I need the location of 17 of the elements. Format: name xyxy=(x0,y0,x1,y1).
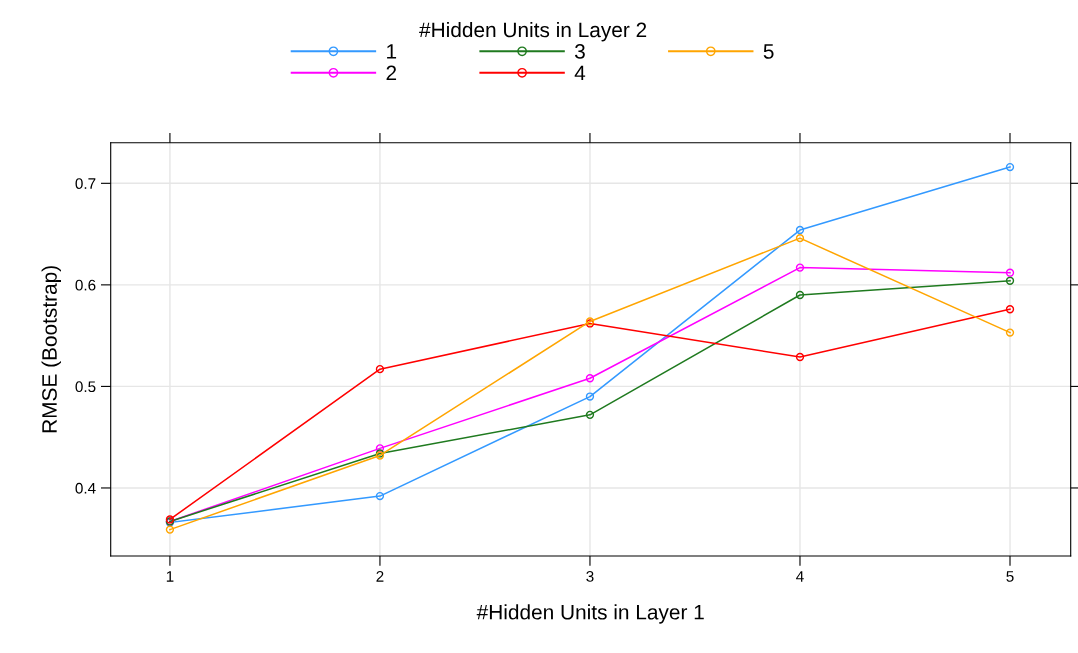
x-tick-label: 1 xyxy=(166,571,174,582)
legend-label: 2 xyxy=(386,65,397,81)
legend-label: 1 xyxy=(387,44,397,59)
y-tick-label: 0.7 xyxy=(75,178,96,190)
y-tick-label: 0.6 xyxy=(75,279,96,291)
x-tick-label: 4 xyxy=(796,571,804,582)
x-tick-label: 3 xyxy=(586,570,594,582)
x-tick-label: 5 xyxy=(1006,571,1014,582)
x-axis-title: #Hidden Units in Layer 1 xyxy=(476,604,704,624)
legend-title: #Hidden Units in Layer 2 xyxy=(419,21,647,42)
x-tick-label: 2 xyxy=(376,570,384,582)
y-tick-label: 0.4 xyxy=(75,482,96,494)
legend-label: 4 xyxy=(574,65,586,81)
y-tick-label: 0.5 xyxy=(75,381,96,393)
legend-label: 5 xyxy=(763,44,774,59)
legend-label: 3 xyxy=(574,44,585,59)
y-axis-title: RMSE (Bootstrap) xyxy=(41,266,61,433)
